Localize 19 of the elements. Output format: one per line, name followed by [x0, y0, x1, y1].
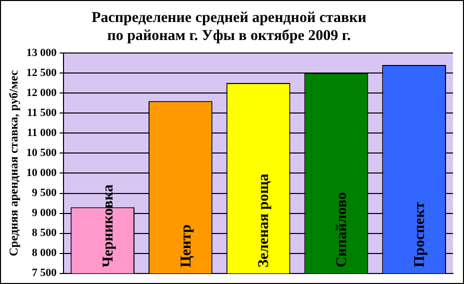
y-tick-label: 13 000	[26, 46, 58, 59]
y-tick-label: 10 500	[26, 147, 58, 160]
y-tick-label: 8 500	[32, 227, 58, 240]
y-tick-label: 9 000	[32, 207, 58, 220]
chart-title: Распределение средней арендной ставки по районам г. Уфы в октябре 2009 г.	[92, 10, 367, 44]
y-tick-label: 11 000	[26, 126, 58, 139]
x-tick-label: Черниковка	[100, 184, 116, 268]
y-tick-label: 7 500	[32, 267, 58, 280]
y-tick-label: 8 000	[32, 247, 58, 260]
x-tick-label: Центр	[178, 224, 194, 268]
x-tick-label: Зеленая роща	[256, 173, 272, 268]
y-tick-label: 12 500	[26, 66, 58, 79]
x-tick-label: Проспект	[412, 201, 428, 268]
y-tick-label: 11 500	[26, 106, 58, 119]
y-tick-label: 12 000	[26, 86, 58, 99]
y-axis-title: Средняя арендная ставка, руб/мес	[6, 69, 20, 256]
x-tick-label: Сипайлово	[334, 192, 350, 268]
y-tick-label: 9 500	[32, 187, 58, 200]
y-tick-label: 10 000	[26, 167, 58, 180]
